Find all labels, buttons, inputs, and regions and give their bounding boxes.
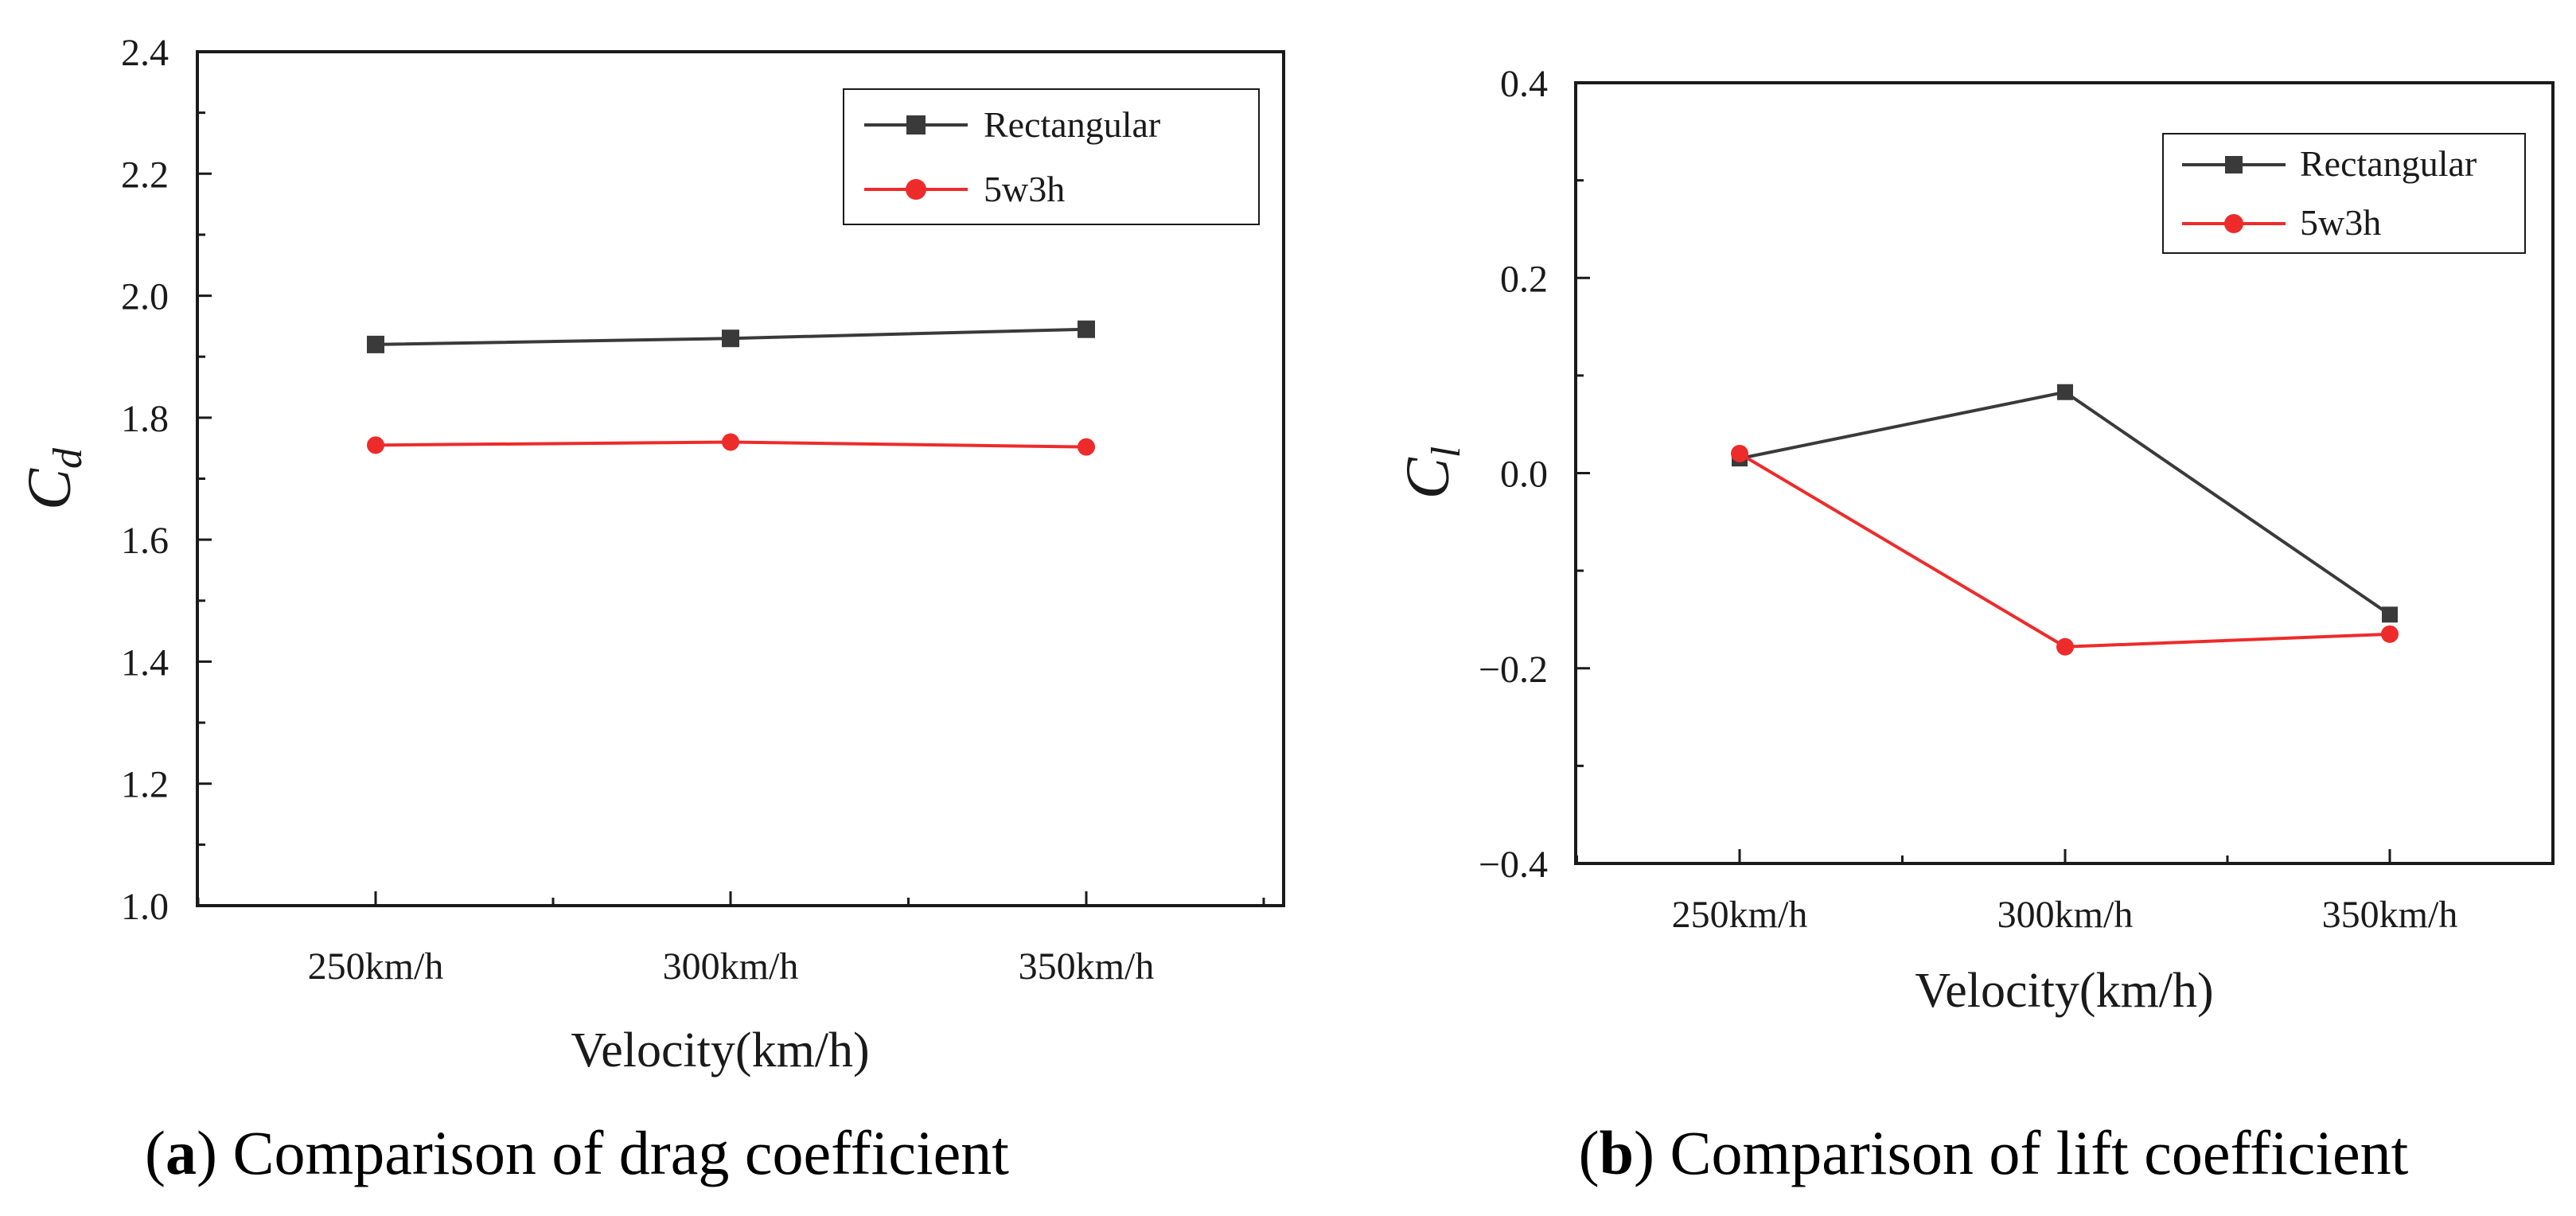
y-tick-label: 1.6 [121, 520, 169, 562]
legend-rectangular-marker [906, 115, 926, 134]
x-axis-label: Velocity(km/h) [1915, 964, 2213, 1018]
y-tick-label: 0.4 [1500, 63, 1548, 105]
lift-coefficient-chart: −0.4 −0.2 0.0 0.2 0.4 250km/h 300km/h 350km/h C… [1393, 63, 2555, 1187]
x-tick-label: 300km/h [663, 945, 799, 988]
y-tick-label: 0.2 [1500, 258, 1548, 300]
data-point-rectangular [2057, 384, 2073, 400]
y-tick-label: 1.4 [121, 641, 169, 684]
legend-5w3h-label: 5w3h [984, 169, 1065, 209]
data-point-5w3h [2056, 637, 2074, 656]
ticks: −0.4 −0.2 0.0 0.2 0.4 250km/h 300km/h 350km/h [1479, 63, 2554, 936]
drag-coefficient-chart: 1.0 1.2 1.4 1.6 1.8 2.0 2.2 2.4 250km/h 300km/h 35… [14, 32, 1285, 1187]
y-tick-label: 1.0 [121, 886, 169, 928]
x-tick-label: 350km/h [1019, 945, 1155, 988]
legend-rectangular-label: Rectangular [2300, 143, 2477, 184]
legend-5w3h-marker [906, 179, 926, 200]
series-line-5w3h [1738, 452, 2391, 649]
legend-rectangular-label: Rectangular [984, 104, 1160, 145]
data-point-5w3h [1731, 444, 1748, 462]
legend: Rectangular 5w3h [2162, 133, 2526, 254]
data-point-5w3h [1078, 438, 1095, 456]
y-tick-label: 2.0 [121, 276, 169, 318]
data-point-rectangular [722, 329, 739, 348]
legend-rectangular-marker [2225, 156, 2243, 173]
series-layer [367, 320, 1095, 456]
data-point-5w3h [2381, 625, 2399, 643]
series-line-rectangular [1739, 390, 2391, 616]
data-point-5w3h [722, 433, 739, 451]
x-tick-label: 250km/h [308, 945, 444, 988]
caption-b: (b) Comparison of lift coefficient [1579, 1118, 2409, 1187]
legend-box [843, 88, 1260, 225]
y-axis-label: Cl [1393, 446, 1469, 499]
x-axis-label: Velocity(km/h) [571, 1023, 869, 1078]
ticks: 1.0 1.2 1.4 1.6 1.8 2.0 2.2 2.4 250km/h 300km/h 35… [121, 32, 1265, 988]
x-tick-label: 300km/h [1997, 894, 2134, 936]
y-tick-label: 2.2 [121, 154, 169, 196]
y-tick-label: −0.4 [1479, 844, 1548, 886]
y-tick-label: 1.8 [121, 398, 169, 440]
y-tick-label: 0.0 [1500, 454, 1548, 496]
legend-5w3h-marker [2224, 214, 2243, 233]
data-point-rectangular [2382, 606, 2398, 623]
data-point-rectangular [367, 335, 384, 353]
series-layer [1731, 384, 2399, 656]
legend: Rectangular 5w3h [843, 88, 1260, 225]
y-tick-label: 1.2 [121, 764, 169, 806]
y-tick-label: −0.2 [1479, 649, 1548, 691]
caption-a: (a) Comparison of drag coefficient [145, 1118, 1009, 1187]
x-tick-label: 350km/h [2322, 894, 2458, 936]
legend-5w3h-label: 5w3h [2300, 202, 2381, 243]
data-point-5w3h [367, 436, 384, 454]
y-tick-label: 2.4 [121, 32, 169, 74]
y-axis-label: Cd [14, 447, 91, 510]
data-point-rectangular [1078, 320, 1095, 338]
legend-box [2162, 133, 2526, 254]
x-tick-label: 250km/h [1672, 894, 1808, 936]
